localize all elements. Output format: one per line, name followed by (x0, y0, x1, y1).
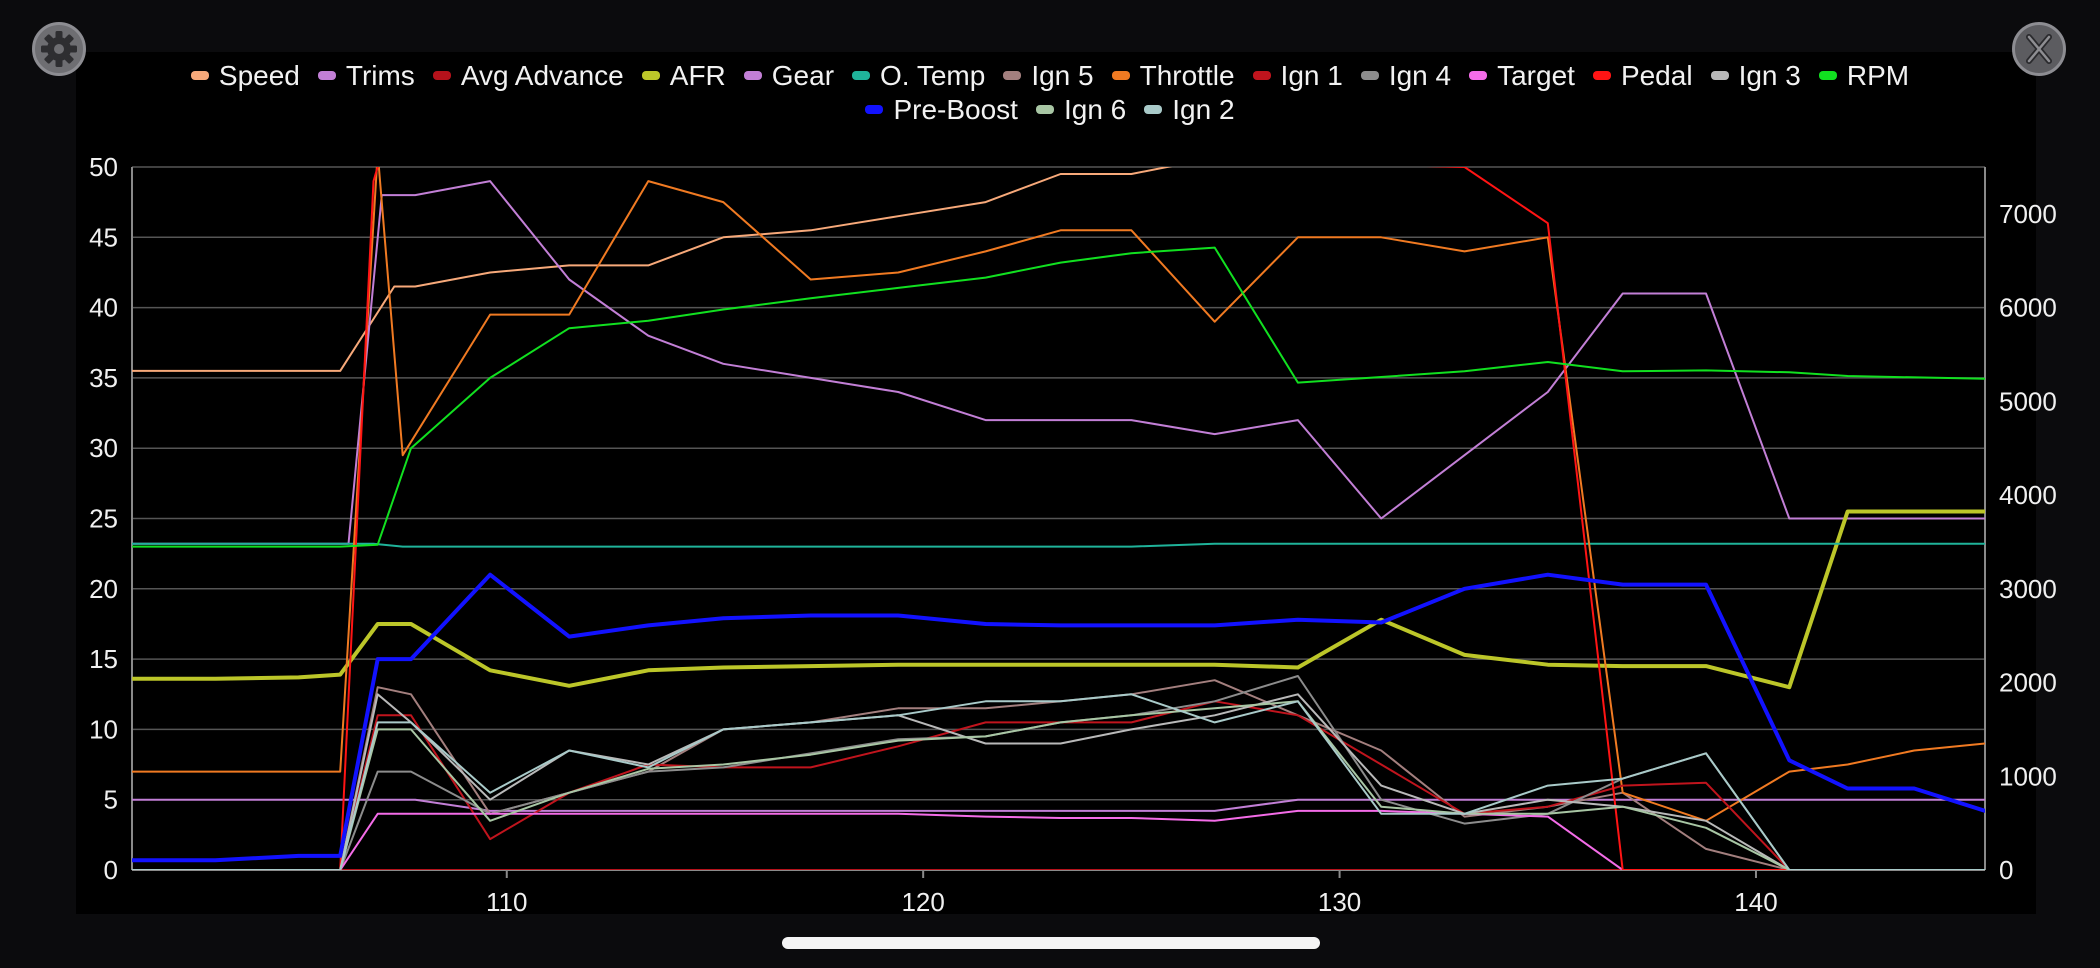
series-group (132, 167, 1985, 870)
legend-label: Ign 1 (1280, 60, 1343, 91)
legend-item: RPM (1818, 59, 1910, 93)
series-line-throttle (132, 167, 1985, 822)
legend-label: Gear (771, 60, 835, 91)
legend-label: Speed (218, 60, 300, 91)
close-icon (2026, 34, 2052, 64)
legend-swatch (1469, 71, 1488, 81)
series-line-speed (132, 167, 1173, 372)
legend-item: Gear (743, 59, 835, 93)
legend-swatch (317, 71, 336, 81)
y2-tick-label: 3000 (1999, 574, 2057, 604)
y-tick-label: 40 (89, 293, 118, 323)
y2-tick-label: 6000 (1999, 293, 2057, 323)
y-tick-label: 50 (89, 152, 118, 182)
legend-label: Ign 6 (1063, 94, 1127, 125)
legend-swatch (1360, 71, 1379, 81)
legend-swatch (1252, 71, 1271, 81)
legend-item: Trims (317, 59, 415, 93)
home-indicator (782, 937, 1320, 949)
y-tick-label: 0 (104, 855, 118, 885)
y-tick-label: 25 (89, 504, 118, 534)
series-line-afr (132, 509, 1985, 690)
y-tick-label: 10 (89, 714, 118, 744)
legend-label: AFR (669, 60, 726, 91)
series-line-rpm (132, 246, 1985, 548)
legend-item: AFR (641, 59, 726, 93)
legend-row-2: Pre-Boost Ign 6 Ign 2 (120, 93, 1980, 127)
legend-label: Ign 4 (1388, 60, 1452, 91)
legend-swatch (865, 105, 884, 115)
legend-swatch (1710, 71, 1729, 81)
series-line-ign-4 (132, 675, 1985, 870)
legend-swatch (743, 71, 762, 81)
y2-tick-label: 0 (1999, 855, 2013, 885)
legend-swatch (641, 71, 660, 81)
legend-label: Ign 2 (1172, 94, 1235, 125)
series-line-o-temp (132, 542, 1985, 548)
x-tick-label: 140 (1734, 887, 1777, 917)
legend-label: Pedal (1620, 60, 1693, 91)
x-tick-label: 110 (486, 887, 527, 917)
legend-item: Ign 3 (1710, 59, 1801, 93)
legend-item: O. Temp (852, 59, 985, 93)
y2-tick-label: 4000 (1999, 480, 2057, 510)
legend-label: Throttle (1139, 60, 1235, 91)
close-button[interactable] (2012, 22, 2066, 76)
legend-label: Avg Advance (460, 60, 624, 91)
y-tick-label: 30 (89, 433, 118, 463)
legend-item: Ign 4 (1360, 59, 1452, 93)
legend-item: Speed (190, 59, 300, 93)
legend-label: Trims (345, 60, 415, 91)
legend-label: O. Temp (880, 60, 986, 91)
y-tick-label: 5 (104, 785, 118, 815)
legend-item: Ign 6 (1035, 93, 1127, 127)
y-tick-label: 35 (89, 363, 118, 393)
legend-item: Pedal (1592, 59, 1693, 93)
legend-item: Ign 1 (1252, 59, 1343, 93)
legend-swatch (432, 71, 451, 81)
legend-item: Ign 2 (1144, 93, 1235, 127)
series-line-gear (132, 798, 1985, 812)
legend-item: Ign 5 (1003, 59, 1094, 93)
legend-item: Pre-Boost (865, 93, 1018, 127)
legend-label: RPM (1846, 60, 1910, 91)
legend-swatch (190, 71, 209, 81)
series-line-ign-6 (132, 700, 1985, 870)
legend-label: Ign 3 (1738, 60, 1801, 91)
legend-swatch (1592, 71, 1611, 81)
legend-item: Avg Advance (432, 59, 624, 93)
legend-label: Target (1497, 60, 1575, 91)
legend-label: Ign 5 (1031, 60, 1094, 91)
gear-icon (41, 31, 77, 67)
y2-tick-label: 1000 (1999, 761, 2057, 791)
legend-row-1: Speed Trims Avg Advance AFR Gear O. Temp Ign 5… (120, 59, 1980, 93)
series-line-target (132, 809, 1985, 870)
legend-swatch (1003, 71, 1022, 81)
series-line-pre-boost (132, 572, 1985, 863)
legend-swatch (1144, 105, 1163, 115)
legend-swatch (1035, 105, 1054, 115)
y-tick-label: 15 (89, 644, 118, 674)
x-tick-label: 120 (901, 887, 944, 917)
series-line-ign-1 (132, 700, 1985, 870)
y-tick-label: 20 (89, 574, 118, 604)
series-line-pedal (132, 167, 1985, 870)
legend-item: Throttle (1111, 59, 1235, 93)
series-line-ign-2 (132, 693, 1985, 870)
legend-swatch (1818, 71, 1837, 81)
series-line-trims (132, 180, 1985, 545)
legend-label: Pre-Boost (893, 94, 1018, 125)
series-line-ign-5 (132, 679, 1985, 870)
y-tick-label: 45 (89, 222, 118, 252)
legend-swatch (852, 71, 871, 81)
x-tick-label: 130 (1318, 887, 1361, 917)
legend-item: Target (1469, 59, 1575, 93)
y2-tick-label: 7000 (1999, 199, 2057, 229)
y2-tick-label: 2000 (1999, 668, 2057, 698)
settings-button[interactable] (32, 22, 86, 76)
legend-swatch (1111, 71, 1130, 81)
series-line-ign-3 (132, 693, 1985, 870)
y2-tick-label: 5000 (1999, 386, 2057, 416)
